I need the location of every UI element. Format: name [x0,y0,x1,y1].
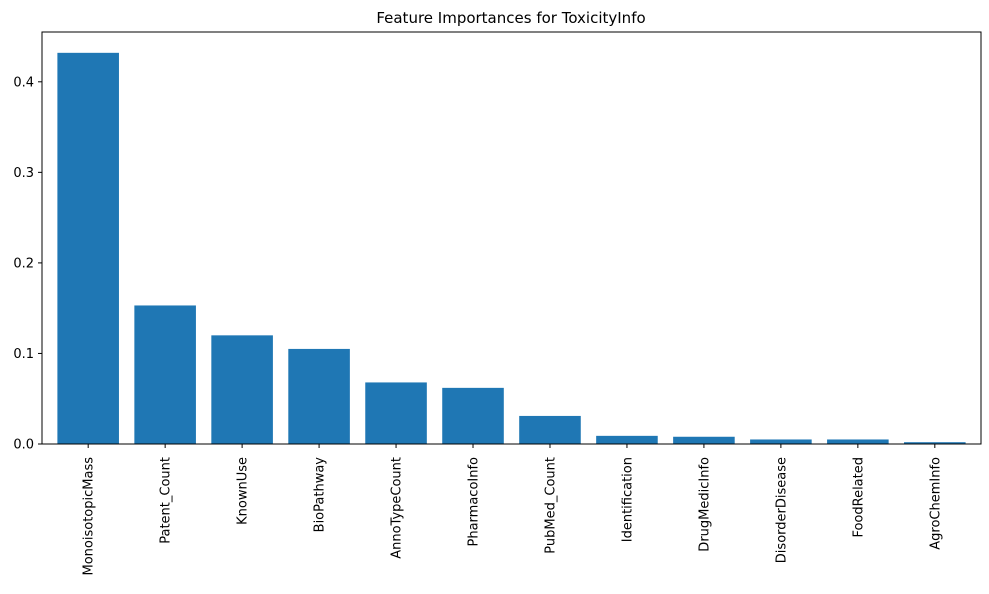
x-tick-label: KnownUse [236,457,251,525]
bar [673,436,735,444]
y-tick-label: 0.2 [13,256,34,271]
x-tick-label: FoodRelated [851,457,866,538]
x-tick-label: PubMed_Count [543,457,558,554]
x-tick-label: BioPathway [313,457,328,533]
bar [827,439,889,444]
plot-frame [41,31,982,445]
x-tick-label: DisorderDisease [774,457,789,563]
bar [134,305,196,444]
x-axis: MonoisotopicMass Patent_Count KnownUse BioP… [82,444,943,576]
bar [519,415,581,444]
x-tick-label: DrugMedicInfo [697,457,712,552]
y-tick-label: 0.0 [13,438,34,453]
bar [904,442,966,444]
bar [442,387,504,444]
x-tick-label: AnnoTypeCount [390,457,405,559]
y-tick-label: 0.4 [13,75,34,90]
x-tick-label: Identification [620,457,635,542]
bar [57,52,119,444]
x-tick-label: Patent_Count [159,457,174,544]
y-tick-label: 0.3 [13,166,34,181]
bar [750,439,812,444]
x-tick-label: AgroChemInfo [928,457,943,550]
chart-title: Feature Importances for ToxicityInfo [376,9,645,27]
bar [288,348,350,444]
y-tick-label: 0.1 [13,347,34,362]
x-tick-label: PharmacoInfo [467,457,482,547]
bar [596,435,658,444]
bar [365,382,427,444]
y-axis: 0.0 0.1 0.2 0.3 0.4 [13,75,42,453]
bar [211,335,273,444]
bars-layer [57,52,966,444]
x-tick-label: MonoisotopicMass [82,457,97,576]
